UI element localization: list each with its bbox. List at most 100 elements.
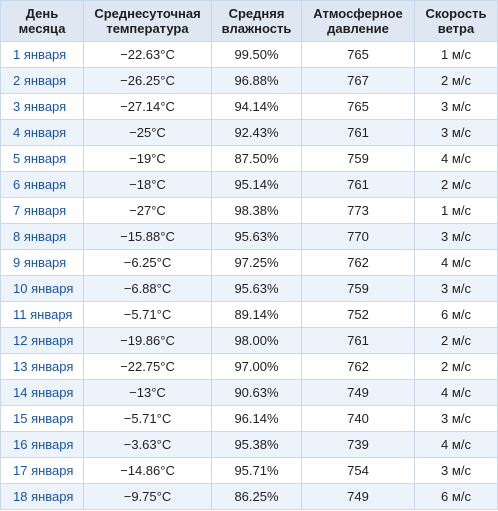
day-link[interactable]: 11 января	[13, 307, 73, 322]
table-row: 15 января −5.71°C 96.14% 740 3 м/с	[0, 405, 498, 432]
day-cell: 15 января	[0, 405, 84, 432]
header-humidity-line2: влажность	[221, 21, 292, 36]
temperature-cell: −25°C	[83, 119, 212, 146]
table-row: 4 января −25°C 92.43% 761 3 м/с	[0, 119, 498, 146]
day-link[interactable]: 18 января	[13, 489, 74, 504]
day-cell: 12 января	[0, 327, 84, 354]
day-link[interactable]: 6 января	[13, 177, 67, 192]
table-row: 7 января −27°C 98.38% 773 1 м/с	[0, 197, 498, 224]
day-link[interactable]: 9 января	[13, 255, 67, 270]
wind-cell: 4 м/с	[414, 379, 498, 406]
humidity-cell: 98.38%	[211, 197, 302, 224]
header-pressure-line2: давление	[327, 21, 389, 36]
temperature-cell: −26.25°C	[83, 67, 212, 94]
day-link[interactable]: 2 января	[13, 73, 67, 88]
temperature-cell: −6.25°C	[83, 249, 212, 276]
humidity-cell: 97.25%	[211, 249, 302, 276]
table-row: 10 января −6.88°C 95.63% 759 3 м/с	[0, 275, 498, 302]
temperature-cell: −6.88°C	[83, 275, 212, 302]
temperature-cell: −15.88°C	[83, 223, 212, 250]
pressure-cell: 765	[301, 41, 415, 68]
table-row: 13 января −22.75°C 97.00% 762 2 м/с	[0, 353, 498, 380]
header-temperature-line1: Среднесуточная	[94, 6, 201, 21]
day-link[interactable]: 1 января	[13, 47, 67, 62]
wind-cell: 3 м/с	[414, 223, 498, 250]
pressure-cell: 761	[301, 119, 415, 146]
day-link[interactable]: 10 января	[13, 281, 74, 296]
day-cell: 18 января	[0, 483, 84, 510]
table-header-row: День месяца Среднесуточная температура С…	[0, 0, 498, 42]
table-row: 2 января −26.25°C 96.88% 767 2 м/с	[0, 67, 498, 94]
header-day: День месяца	[0, 0, 84, 42]
header-pressure-line1: Атмосферное	[313, 6, 403, 21]
table-row: 14 января −13°C 90.63% 749 4 м/с	[0, 379, 498, 406]
wind-cell: 3 м/с	[414, 405, 498, 432]
table-row: 9 января −6.25°C 97.25% 762 4 м/с	[0, 249, 498, 276]
day-link[interactable]: 16 января	[13, 437, 74, 452]
pressure-cell: 770	[301, 223, 415, 250]
header-wind: Скорость ветра	[414, 0, 498, 42]
wind-cell: 4 м/с	[414, 431, 498, 458]
temperature-cell: −27.14°C	[83, 93, 212, 120]
pressure-cell: 739	[301, 431, 415, 458]
day-cell: 9 января	[0, 249, 84, 276]
pressure-cell: 765	[301, 93, 415, 120]
humidity-cell: 89.14%	[211, 301, 302, 328]
wind-cell: 3 м/с	[414, 275, 498, 302]
day-link[interactable]: 12 января	[13, 333, 74, 348]
temperature-cell: −27°C	[83, 197, 212, 224]
day-link[interactable]: 4 января	[13, 125, 67, 140]
day-link[interactable]: 8 января	[13, 229, 67, 244]
day-link[interactable]: 15 января	[13, 411, 74, 426]
humidity-cell: 95.63%	[211, 275, 302, 302]
wind-cell: 3 м/с	[414, 93, 498, 120]
wind-cell: 1 м/с	[414, 41, 498, 68]
header-humidity: Средняя влажность	[211, 0, 302, 42]
header-temperature-line2: температура	[106, 21, 189, 36]
humidity-cell: 96.88%	[211, 67, 302, 94]
wind-cell: 3 м/с	[414, 119, 498, 146]
table-row: 6 января −18°C 95.14% 761 2 м/с	[0, 171, 498, 198]
temperature-cell: −5.71°C	[83, 405, 212, 432]
humidity-cell: 87.50%	[211, 145, 302, 172]
day-cell: 7 января	[0, 197, 84, 224]
day-link[interactable]: 5 января	[13, 151, 67, 166]
temperature-cell: −22.75°C	[83, 353, 212, 380]
humidity-cell: 95.63%	[211, 223, 302, 250]
table-row: 8 января −15.88°C 95.63% 770 3 м/с	[0, 223, 498, 250]
pressure-cell: 752	[301, 301, 415, 328]
temperature-cell: −18°C	[83, 171, 212, 198]
header-pressure: Атмосферное давление	[301, 0, 415, 42]
pressure-cell: 754	[301, 457, 415, 484]
day-link[interactable]: 13 января	[13, 359, 74, 374]
humidity-cell: 95.71%	[211, 457, 302, 484]
pressure-cell: 761	[301, 327, 415, 354]
day-cell: 3 января	[0, 93, 84, 120]
table-row: 11 января −5.71°C 89.14% 752 6 м/с	[0, 301, 498, 328]
pressure-cell: 762	[301, 353, 415, 380]
day-link[interactable]: 14 января	[13, 385, 74, 400]
header-day-line1: День	[25, 6, 59, 21]
day-link[interactable]: 3 января	[13, 99, 67, 114]
wind-cell: 6 м/с	[414, 301, 498, 328]
day-cell: 4 января	[0, 119, 84, 146]
table-row: 1 января −22.63°C 99.50% 765 1 м/с	[0, 41, 498, 68]
day-link[interactable]: 7 января	[13, 203, 67, 218]
humidity-cell: 98.00%	[211, 327, 302, 354]
day-link[interactable]: 17 января	[13, 463, 74, 478]
humidity-cell: 90.63%	[211, 379, 302, 406]
temperature-cell: −19°C	[83, 145, 212, 172]
pressure-cell: 759	[301, 275, 415, 302]
header-temperature: Среднесуточная температура	[83, 0, 212, 42]
pressure-cell: 759	[301, 145, 415, 172]
day-cell: 11 января	[0, 301, 84, 328]
day-cell: 5 января	[0, 145, 84, 172]
wind-cell: 2 м/с	[414, 353, 498, 380]
humidity-cell: 95.14%	[211, 171, 302, 198]
wind-cell: 2 м/с	[414, 171, 498, 198]
day-cell: 14 января	[0, 379, 84, 406]
temperature-cell: −3.63°C	[83, 431, 212, 458]
pressure-cell: 767	[301, 67, 415, 94]
wind-cell: 3 м/с	[414, 457, 498, 484]
